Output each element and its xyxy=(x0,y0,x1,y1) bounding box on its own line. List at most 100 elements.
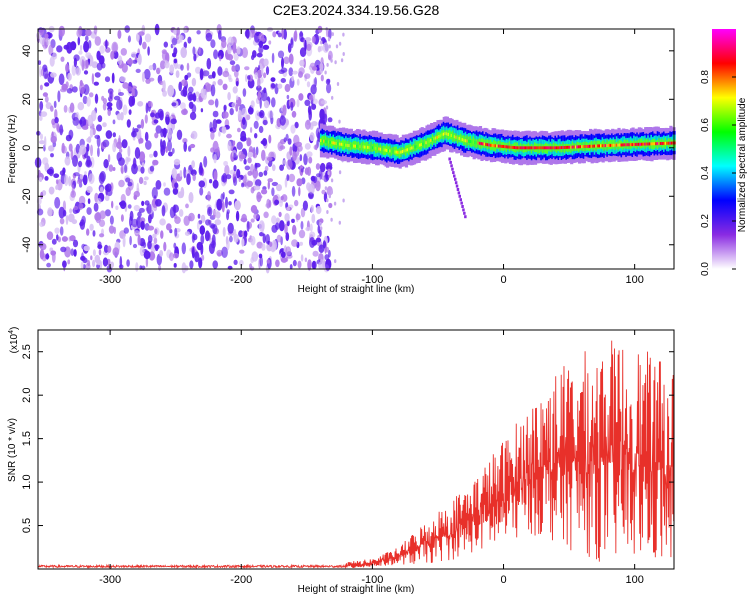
colorbar-tick-label: 0.4 xyxy=(700,166,711,180)
spectrogram-noise-cell xyxy=(275,259,280,268)
spectrogram-noise-cell xyxy=(263,87,267,94)
spectrogram-noise-cell xyxy=(92,230,96,237)
spectrogram-noise-cell xyxy=(258,46,264,54)
spectrogram-noise-cell xyxy=(186,173,191,186)
spectrogram-noise-cell xyxy=(94,254,101,264)
spectrogram-noise-cell xyxy=(281,57,284,69)
spectrogram-noise-cell xyxy=(138,207,145,213)
spectrogram-noise-cell xyxy=(38,60,42,65)
spectrogram-noise-cell xyxy=(147,46,150,56)
spectrogram-noise-cell xyxy=(50,153,54,158)
spectrogram-cells xyxy=(34,23,676,274)
spectrogram-noise-cell xyxy=(57,90,61,103)
spectrogram-noise-cell xyxy=(71,184,75,196)
spectrogram-noise-cell xyxy=(312,98,318,105)
spectrogram-noise-cell xyxy=(261,65,264,76)
spectrogram-noise-cell xyxy=(189,260,194,269)
spectrogram-noise-cell xyxy=(137,53,142,66)
spectrogram-noise-cell xyxy=(280,195,284,201)
spectrogram-noise-cell xyxy=(151,187,158,199)
spectrogram-noise-cell xyxy=(146,203,152,215)
spectrogram-noise-cell xyxy=(148,214,152,224)
spectrogram-noise-cell xyxy=(133,190,140,198)
spectrogram-noise-cell xyxy=(321,189,326,195)
spectrogram-noise-cell xyxy=(237,127,241,133)
spectrogram-noise-cell xyxy=(271,181,279,187)
spectrogram-noise-cell xyxy=(245,28,250,39)
y-tick-label: 0.5 xyxy=(21,518,33,533)
spectrogram-noise-cell xyxy=(278,220,285,232)
spectrogram-noise-cell xyxy=(326,78,331,83)
spectrogram-noise-cell xyxy=(143,180,147,186)
spectrogram-noise-cell xyxy=(258,40,264,48)
spectrogram-noise-cell xyxy=(279,164,284,171)
spectrogram-noise-cell xyxy=(228,201,232,206)
spectrogram-noise-cell xyxy=(317,225,321,234)
spectrogram-noise-cell xyxy=(253,120,259,129)
spectrogram-noise-cell xyxy=(99,186,104,193)
y-tick-label: 2.5 xyxy=(21,344,33,359)
spectrogram-noise-cell xyxy=(338,119,341,124)
spectrogram-noise-cell xyxy=(86,155,91,167)
spectrogram-signal-cell xyxy=(537,146,541,150)
spectrogram-noise-cell xyxy=(327,171,330,176)
spectrogram-noise-cell xyxy=(111,41,119,53)
spectrogram-noise-cell xyxy=(228,189,235,195)
snr-scale-note-close: ) xyxy=(9,327,20,330)
spectrogram-noise-cell xyxy=(342,32,345,37)
spectrogram-noise-cell xyxy=(116,99,123,111)
spectrogram-noise-cell xyxy=(152,159,159,166)
spectrogram-noise-cell xyxy=(238,150,244,159)
spectrogram-noise-cell xyxy=(298,186,301,197)
spectrogram-noise-cell xyxy=(163,182,166,187)
spectrogram-noise-cell xyxy=(168,151,173,157)
spectrogram-noise-cell xyxy=(122,104,128,116)
spectrogram-noise-cell xyxy=(126,86,133,92)
spectrogram-noise-cell xyxy=(304,119,311,130)
spectrogram-noise-cell xyxy=(331,95,334,100)
spectrogram-noise-cell xyxy=(154,132,159,139)
spectrogram-noise-cell xyxy=(247,75,251,80)
spectrogram-noise-cell xyxy=(225,174,232,180)
spectrogram-noise-cell xyxy=(284,223,288,235)
spectrogram-noise-cell xyxy=(200,234,205,245)
spectrogram-noise-cell xyxy=(143,68,151,80)
spectrogram-noise-cell xyxy=(311,213,316,224)
spectrogram-noise-cell xyxy=(67,259,71,265)
snr-y-axis-label: SNR (10 * v/v) xyxy=(7,418,18,482)
spectrogram-noise-cell xyxy=(140,118,145,129)
spectrogram-noise-cell xyxy=(268,40,272,45)
colorbar: 0.0 0.2 0.4 0.6 0.8 Normalized spectral ampl… xyxy=(700,29,748,276)
spectrogram-noise-cell xyxy=(214,98,219,108)
spectrogram-noise-cell xyxy=(264,165,269,172)
spectrogram-noise-cell xyxy=(308,192,314,199)
spectrogram-noise-cell xyxy=(284,213,290,222)
spectrogram-noise-cell xyxy=(88,40,92,49)
spectrogram-noise-cell xyxy=(62,209,67,217)
spectrogram-noise-cell xyxy=(141,200,145,206)
spectrogram-noise-cell xyxy=(116,113,122,121)
x-tick-label: 0 xyxy=(500,274,506,286)
spectrogram-noise-cell xyxy=(307,259,312,270)
spectrogram-noise-cell xyxy=(200,214,206,223)
spectrogram-noise-cell xyxy=(83,40,90,53)
spectrogram-noise-cell xyxy=(46,231,54,241)
spectrogram-noise-cell xyxy=(61,145,67,154)
spectrogram-noise-cell xyxy=(256,52,263,58)
spectrogram-noise-cell xyxy=(117,55,123,66)
spectrogram-noise-cell xyxy=(104,184,110,191)
spectrogram-noise-cell xyxy=(153,237,158,245)
spectrogram-noise-cell xyxy=(194,251,200,263)
spectrogram-noise-cell xyxy=(178,34,183,39)
spectrogram-noise-cell xyxy=(316,173,321,178)
spectrogram-noise-cell xyxy=(328,44,331,49)
spectrogram-noise-cell xyxy=(294,199,299,207)
spectrogram-noise-cell xyxy=(333,201,337,206)
spectrogram-noise-cell xyxy=(181,79,188,87)
spectrogram-noise-cell xyxy=(207,206,213,217)
spectrogram-noise-cell xyxy=(279,145,286,150)
spectrogram-noise-cell xyxy=(304,257,308,263)
spectrogram-noise-cell xyxy=(131,163,138,175)
spectrogram-signal-cell xyxy=(450,164,453,168)
